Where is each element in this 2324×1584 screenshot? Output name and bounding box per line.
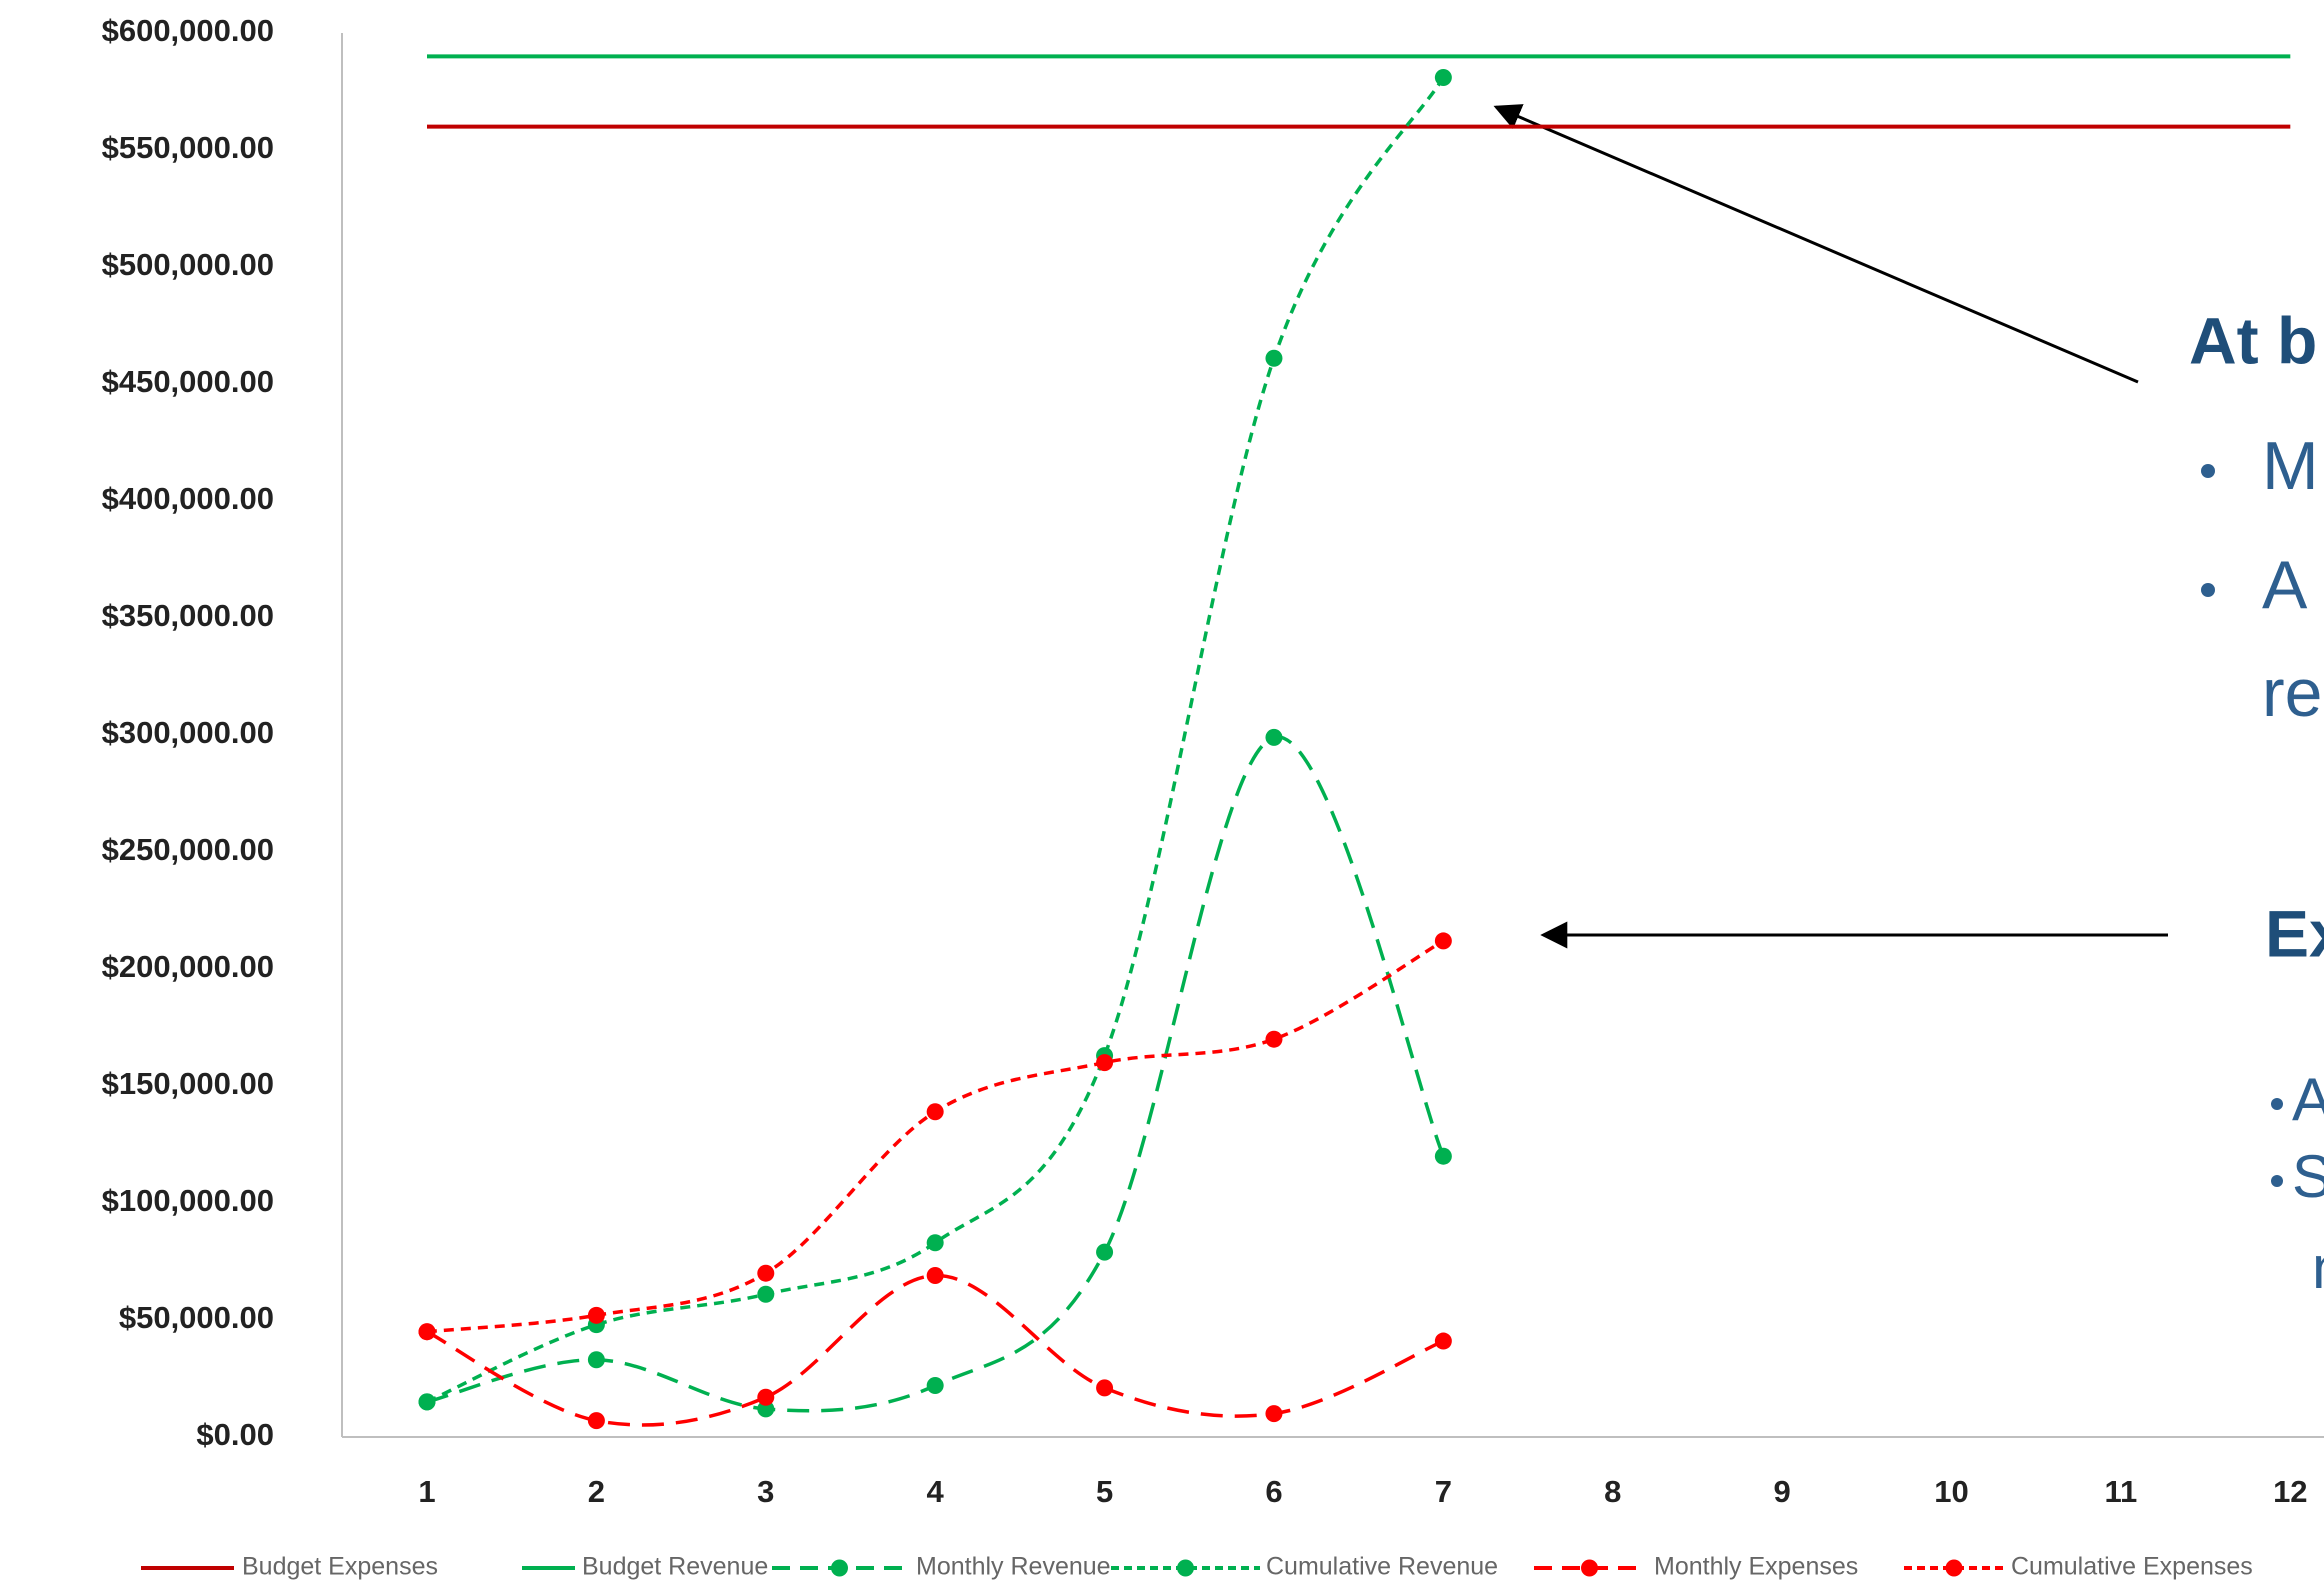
legend-label: Cumulative Expenses — [2011, 1553, 2253, 1581]
data-point — [1265, 349, 1283, 367]
x-tick-label: 11 — [2105, 1474, 2138, 1509]
x-tick-label: 8 — [1604, 1474, 1621, 1509]
data-point — [1434, 68, 1452, 86]
legend-marker — [1177, 1559, 1194, 1577]
bullet — [2271, 1175, 2283, 1187]
annotation: A — [2262, 547, 2308, 623]
y-tick-label: $0.00 — [196, 1417, 274, 1452]
data-point — [1096, 1243, 1114, 1261]
arrow — [1493, 104, 2139, 384]
y-tick-label: $50,000.00 — [119, 1300, 274, 1335]
annotation: Ex — [2265, 896, 2324, 970]
x-tick-label: 4 — [927, 1474, 945, 1509]
data-point — [1096, 1054, 1114, 1072]
x-tick-label: 6 — [1265, 1474, 1282, 1509]
x-tick-label: 7 — [1435, 1474, 1452, 1509]
y-tick-label: $600,000.00 — [102, 13, 274, 48]
data-point — [1434, 932, 1452, 950]
legend-label: Monthly Revenue — [916, 1553, 1111, 1581]
y-tick-label: $100,000.00 — [102, 1183, 274, 1218]
data-point — [418, 1323, 436, 1341]
series-line — [426, 1273, 1445, 1427]
x-tick-label: 12 — [2273, 1474, 2307, 1509]
bullet — [2201, 464, 2215, 478]
y-tick-label: $200,000.00 — [102, 949, 274, 984]
data-point — [587, 1306, 605, 1324]
data-point — [1265, 1405, 1283, 1423]
data-point — [587, 1412, 605, 1430]
data-point — [757, 1264, 775, 1282]
data-point — [757, 1285, 775, 1303]
y-tick-label: $250,000.00 — [102, 832, 274, 867]
x-tick-label: 1 — [418, 1474, 435, 1509]
series-line — [426, 735, 1445, 1413]
data-point — [926, 1234, 944, 1252]
y-tick-label: $500,000.00 — [102, 247, 274, 282]
legend-marker — [1945, 1559, 1963, 1577]
annotation: At b — [2189, 303, 2317, 377]
data-point — [1434, 1332, 1452, 1350]
legend-label: Budget Expenses — [242, 1553, 438, 1581]
y-tick-label: $550,000.00 — [102, 130, 274, 165]
annotation: M — [2262, 428, 2319, 504]
data-point — [418, 1393, 436, 1411]
x-tick-label: 10 — [1934, 1474, 1968, 1509]
annotation: A — [2292, 1066, 2324, 1133]
y-tick-label: $150,000.00 — [102, 1066, 274, 1101]
data-point — [926, 1267, 944, 1285]
y-tick-label: $300,000.00 — [102, 715, 274, 750]
y-tick-label: $400,000.00 — [102, 481, 274, 516]
legend-label: Monthly Expenses — [1654, 1553, 1858, 1581]
data-point — [757, 1388, 775, 1406]
annotation: n — [2312, 1234, 2324, 1301]
data-point — [757, 1400, 775, 1418]
data-point — [1265, 728, 1283, 746]
x-tick-label: 5 — [1096, 1474, 1113, 1509]
annotation: re — [2262, 655, 2322, 731]
x-tick-label: 2 — [588, 1474, 605, 1509]
y-tick-label: $350,000.00 — [102, 598, 274, 633]
legend-marker — [831, 1559, 848, 1577]
data-point — [1096, 1379, 1114, 1397]
data-point — [1434, 1147, 1452, 1165]
legend-marker — [1581, 1559, 1598, 1577]
data-point — [587, 1351, 605, 1369]
legend-label: Budget Revenue — [582, 1553, 768, 1581]
series-line — [426, 76, 1445, 1404]
data-point — [1265, 1030, 1283, 1048]
data-point — [926, 1103, 944, 1121]
data-point — [926, 1377, 944, 1395]
x-tick-label: 9 — [1774, 1474, 1791, 1509]
bullet — [2271, 1098, 2283, 1110]
bullet — [2201, 583, 2215, 597]
x-tick-label: 3 — [757, 1474, 774, 1509]
annotation: S — [2292, 1143, 2324, 1210]
y-tick-label: $450,000.00 — [102, 364, 274, 399]
legend-label: Cumulative Revenue — [1266, 1553, 1498, 1581]
